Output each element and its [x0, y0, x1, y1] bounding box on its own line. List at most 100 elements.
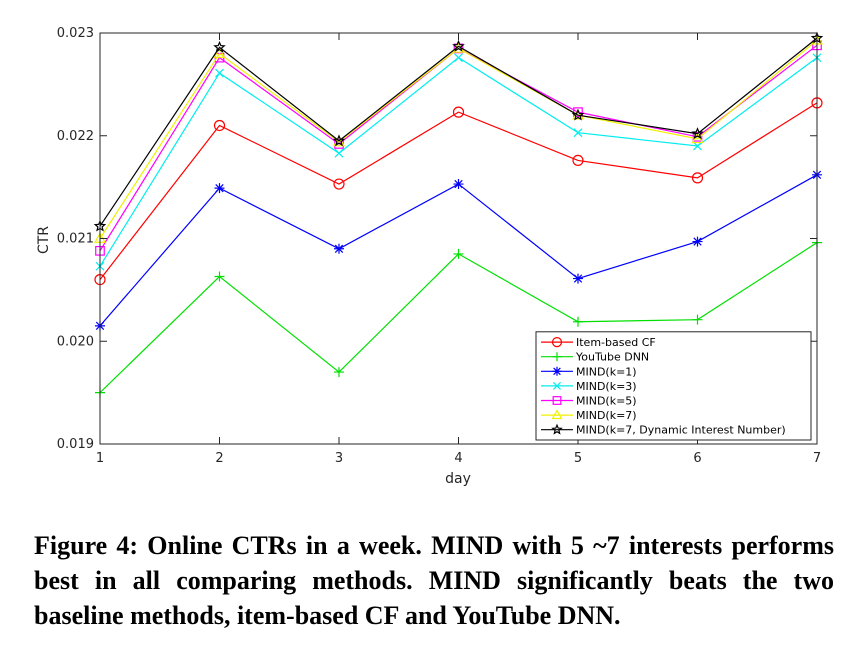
legend-marker — [552, 396, 562, 405]
x-axis-label: day — [445, 471, 471, 487]
asterisk-marker — [453, 179, 464, 190]
x-tick-label: 4 — [454, 451, 462, 466]
circle-marker — [572, 154, 584, 167]
legend-marker — [552, 381, 562, 390]
asterisk-marker — [214, 183, 225, 194]
square-marker — [692, 131, 703, 142]
series-line — [99, 37, 818, 227]
data-point — [691, 132, 704, 144]
y-tick-label: 0.021 — [57, 232, 94, 247]
y-tick-label: 0.020 — [57, 334, 94, 349]
y-tick-label: 0.019 — [57, 437, 94, 452]
series-line — [99, 102, 818, 280]
series-layer — [93, 31, 824, 398]
plus-marker — [334, 367, 344, 378]
asterisk-marker — [334, 243, 344, 254]
data-point — [692, 236, 703, 247]
x-tick-label: 6 — [693, 451, 701, 466]
data-point — [213, 40, 226, 53]
data-point — [332, 134, 346, 147]
data-point — [571, 108, 585, 120]
data-point — [453, 179, 464, 190]
x-tick-label: 3 — [335, 451, 343, 466]
triangle-marker — [551, 409, 563, 420]
x-tick-label: 1 — [96, 451, 104, 466]
asterisk-marker — [692, 236, 703, 247]
star-marker — [332, 134, 346, 147]
x-marker — [334, 148, 344, 158]
x-marker — [454, 53, 463, 63]
data-point — [214, 271, 225, 282]
data-point — [334, 243, 344, 254]
legend-label: MIND(k=7, Dynamic Interest Number) — [576, 424, 786, 437]
star-marker — [551, 423, 563, 435]
data-point — [334, 367, 344, 378]
y-tick-label: 0.023 — [57, 26, 94, 41]
chart-svg: 1 2 3 4 5 6 7 0.019 0.020 0.021 0.022 0.023 day CTR… — [36, 26, 824, 487]
square-marker — [552, 396, 562, 405]
legend-item: MIND(k=7) — [541, 409, 637, 422]
triangle-marker — [571, 108, 585, 120]
legend-box — [535, 331, 812, 441]
plus-marker — [214, 271, 225, 282]
x-marker — [573, 128, 583, 138]
plus-marker — [453, 248, 464, 259]
legend-item: MIND(k=7, Dynamic Interest Number) — [541, 423, 786, 437]
star-marker — [691, 127, 704, 140]
data-point — [452, 106, 465, 118]
star-marker — [213, 40, 226, 53]
series-youtube-dnn — [95, 237, 822, 398]
y-tick-label: 0.022 — [57, 129, 94, 144]
plus-marker — [573, 316, 583, 327]
asterisk-marker — [573, 273, 583, 284]
x-tick-label: 2 — [215, 451, 223, 466]
triangle-marker — [213, 47, 226, 58]
circle-marker — [452, 106, 465, 118]
data-point — [572, 154, 584, 167]
legend-item: MIND(k=5) — [541, 395, 637, 408]
legend-marker — [552, 352, 562, 362]
legend-marker — [551, 423, 563, 435]
x-marker — [693, 141, 702, 151]
ctr-line-chart: 1 2 3 4 5 6 7 0.019 0.020 0.021 0.022 0.023 day CTR… — [36, 26, 824, 487]
legend-item: MIND(k=3) — [541, 380, 637, 393]
legend-marker — [551, 409, 563, 420]
ticks-layer: 1 2 3 4 5 6 7 0.019 0.020 0.021 0.022 0.023 — [57, 26, 821, 466]
data-point — [691, 127, 704, 140]
data-point — [454, 53, 463, 63]
y-axis-label: CTR — [36, 226, 52, 254]
x-tick-label: 7 — [813, 451, 821, 466]
data-point — [573, 128, 583, 138]
data-point — [692, 131, 703, 142]
data-point — [214, 183, 225, 194]
star-marker — [452, 39, 465, 52]
plus-marker — [692, 314, 703, 325]
data-point — [573, 273, 583, 284]
data-point — [452, 39, 465, 52]
legend-label: YouTube DNN — [575, 351, 649, 364]
figure-caption: Figure 4: Online CTRs in a week. MIND wi… — [34, 531, 834, 630]
triangle-marker — [691, 132, 704, 144]
x-marker — [552, 381, 562, 390]
circle-marker — [333, 178, 345, 190]
legend-item: MIND(k=1) — [541, 365, 637, 378]
series-mind-k-7-dynamic-interest-number — [93, 31, 824, 232]
legend-label: MIND(k=7) — [576, 409, 637, 422]
circle-marker — [213, 119, 226, 132]
x-marker — [215, 68, 224, 78]
star-marker — [571, 108, 585, 121]
legend-label: MIND(k=1) — [576, 365, 637, 378]
data-point — [571, 108, 585, 121]
data-point — [213, 119, 226, 132]
asterisk-marker — [552, 366, 562, 376]
plus-marker — [552, 352, 562, 362]
data-point — [215, 68, 224, 78]
data-point — [573, 316, 583, 327]
data-point — [693, 141, 702, 151]
data-point — [333, 178, 345, 190]
legend-label: Item-based CF — [576, 336, 656, 349]
legend-marker — [551, 337, 563, 348]
legend-label: MIND(k=3) — [576, 380, 637, 393]
data-point — [334, 148, 344, 158]
